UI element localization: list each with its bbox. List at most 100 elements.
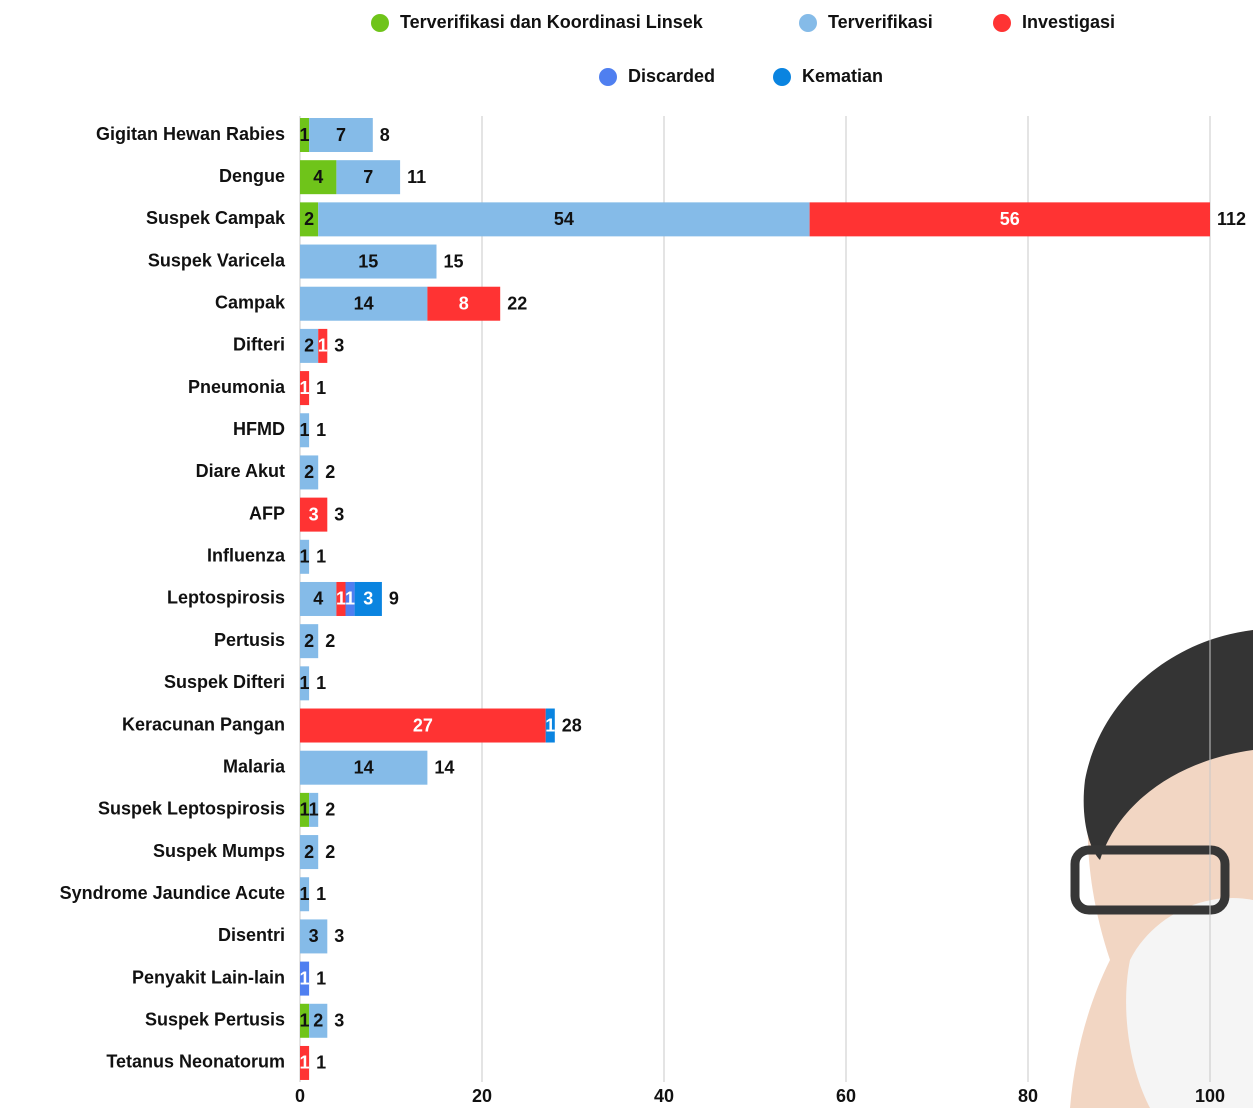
bar-segment <box>300 1003 310 1038</box>
bar-segment <box>300 286 428 321</box>
bar-value-label: 1 <box>300 378 310 398</box>
bar-value-label: 4 <box>313 589 323 609</box>
bar-value-label: 1 <box>318 336 328 356</box>
total-label: 1 <box>316 673 326 693</box>
bar-segment <box>300 835 319 870</box>
y-tick-label: Leptospirosis <box>167 588 285 608</box>
y-tick-label: Suspek Difteri <box>164 672 285 692</box>
total-label: 112 <box>1217 209 1246 229</box>
bar-value-label: 1 <box>300 673 310 693</box>
y-tick-label: Tetanus Neonatorum <box>106 1052 285 1072</box>
bar-segment <box>300 708 546 743</box>
bar-value-label: 1 <box>309 800 319 820</box>
bar-segment <box>300 750 428 785</box>
bar-value-label: 1 <box>300 1011 310 1031</box>
total-label: 28 <box>562 715 582 735</box>
total-label: 1 <box>316 968 326 988</box>
x-tick-label: 40 <box>654 1086 674 1106</box>
total-label: 3 <box>334 926 344 946</box>
total-label: 14 <box>434 757 454 777</box>
total-label: 1 <box>316 420 326 440</box>
bar-segment <box>300 539 310 574</box>
bar-value-label: 14 <box>354 757 374 777</box>
total-label: 1 <box>316 1053 326 1073</box>
bar-segment <box>300 455 319 490</box>
bar-segment <box>318 328 328 363</box>
bar-segment <box>309 118 373 152</box>
y-tick-label: Suspek Pertusis <box>145 1010 285 1030</box>
bar-segment <box>300 961 310 996</box>
bar-segment <box>336 160 401 195</box>
bar-value-label: 2 <box>313 1011 323 1031</box>
total-label: 1 <box>316 884 326 904</box>
total-label: 3 <box>334 1011 344 1031</box>
bar-value-label: 3 <box>363 589 373 609</box>
bar-value-label: 3 <box>309 504 319 524</box>
y-tick-label: Keracunan Pangan <box>122 714 285 734</box>
y-tick-label: Suspek Mumps <box>153 841 285 861</box>
y-tick-label: Syndrome Jaundice Acute <box>60 883 285 903</box>
bar-value-label: 1 <box>300 1053 310 1073</box>
y-tick-label: Suspek Leptospirosis <box>98 799 285 819</box>
x-tick-label: 80 <box>1018 1086 1038 1106</box>
bar-segment <box>318 202 810 237</box>
bar-segment <box>300 581 337 616</box>
total-label: 3 <box>334 336 344 356</box>
bar-value-label: 4 <box>313 167 323 187</box>
bar-value-label: 2 <box>304 209 314 229</box>
bar-segment <box>300 328 319 363</box>
total-label: 1 <box>316 547 326 567</box>
bar-value-label: 7 <box>336 125 346 145</box>
labels: Terverifikasi dan Koordinasi Linsek Terve… <box>60 12 1246 1106</box>
bar-segment <box>300 371 310 406</box>
bar-segment <box>427 286 501 321</box>
total-label: 1 <box>316 378 326 398</box>
y-tick-label: Influenza <box>207 546 286 566</box>
total-label: 2 <box>325 631 335 651</box>
total-label: 15 <box>444 251 464 271</box>
bar-value-label: 1 <box>336 589 346 609</box>
bar-value-label: 54 <box>554 209 574 229</box>
total-label: 8 <box>380 125 390 145</box>
bar-segment <box>336 581 346 616</box>
bar-value-label: 15 <box>358 251 378 271</box>
bar-segment <box>300 1045 310 1080</box>
decorative-photo <box>1070 630 1253 1108</box>
bar-segment <box>300 792 310 827</box>
y-tick-label: Suspek Campak <box>146 208 286 228</box>
legend-label: Terverifikasi <box>828 12 933 32</box>
y-tick-label: Dengue <box>219 166 285 186</box>
legend-label: Discarded <box>628 66 715 86</box>
bar-segment <box>300 919 328 954</box>
bar-segment <box>345 581 355 616</box>
y-tick-label: Malaria <box>223 756 286 776</box>
bars <box>300 118 1210 1080</box>
y-tick-label: Penyakit Lain-lain <box>132 967 285 987</box>
y-tick-label: Gigitan Hewan Rabies <box>96 124 285 144</box>
legend-marker <box>773 68 791 86</box>
bar-value-label: 1 <box>300 125 310 145</box>
total-label: 2 <box>325 800 335 820</box>
bar-segment <box>809 202 1210 237</box>
legend-label: Kematian <box>802 66 883 86</box>
bar-segment <box>309 1003 328 1038</box>
y-tick-label: Pneumonia <box>188 377 286 397</box>
legend-label: Investigasi <box>1022 12 1115 32</box>
bar-segment <box>300 244 437 279</box>
total-label: 3 <box>334 504 344 524</box>
bar-segment <box>354 581 382 616</box>
bar-segment <box>309 792 319 827</box>
bar-value-label: 1 <box>345 589 355 609</box>
bar-segment <box>300 497 328 532</box>
total-label: 2 <box>325 462 335 482</box>
bar-value-label: 1 <box>545 715 555 735</box>
bar-value-label: 2 <box>304 631 314 651</box>
bar-value-label: 1 <box>300 420 310 440</box>
bar-value-label: 2 <box>304 336 314 356</box>
legend-label: Terverifikasi dan Koordinasi Linsek <box>400 12 704 32</box>
bar-segment <box>300 202 319 237</box>
bar-segment <box>545 708 555 743</box>
y-tick-label: Campak <box>215 292 286 312</box>
y-tick-label: AFP <box>249 503 285 523</box>
